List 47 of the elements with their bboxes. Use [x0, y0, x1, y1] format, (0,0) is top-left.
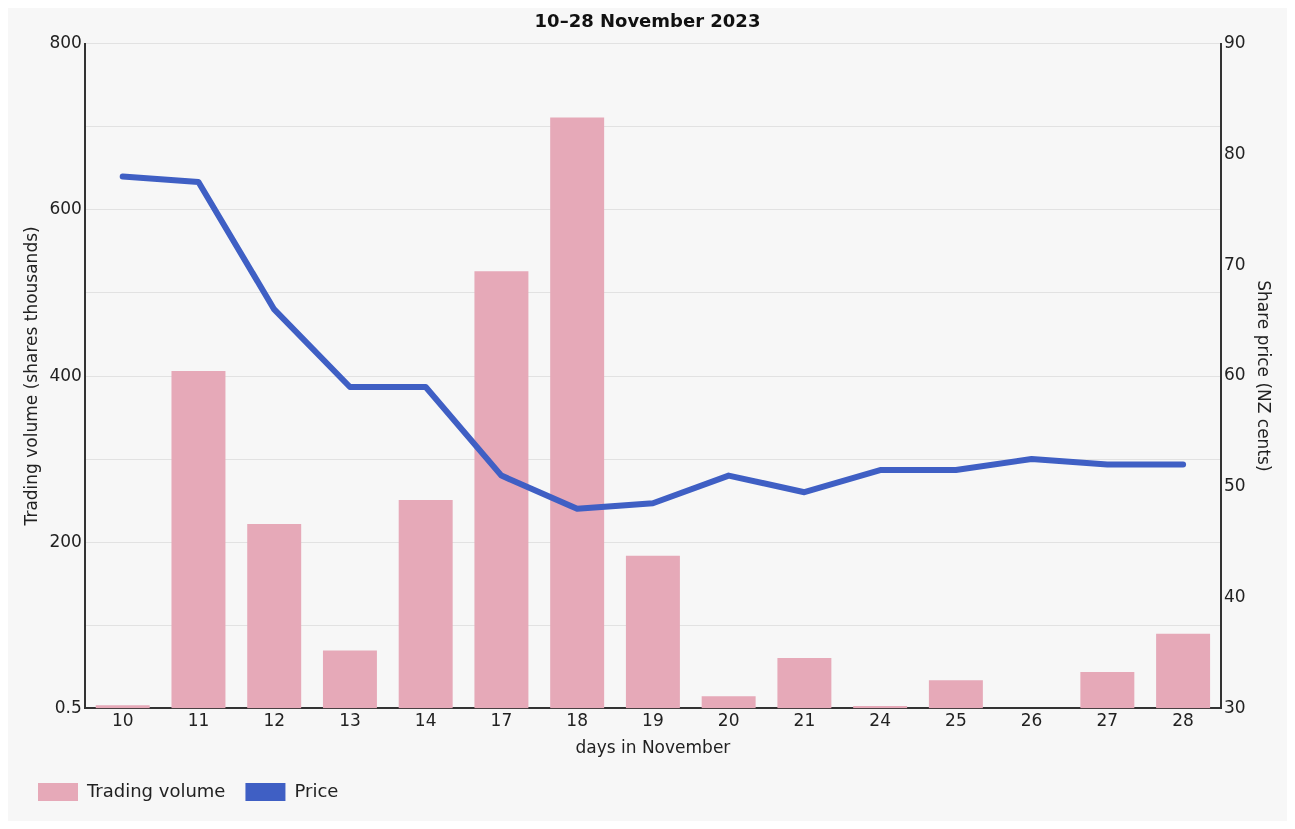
y2-tick-label: 90	[1223, 32, 1246, 53]
y-tick-label: 600	[49, 198, 82, 219]
bar	[474, 271, 529, 709]
bar	[1156, 633, 1211, 709]
bar	[247, 524, 302, 709]
bar	[928, 680, 983, 709]
y2-tick-label: 50	[1223, 475, 1246, 496]
y2-tick-label: 30	[1223, 696, 1246, 717]
x-tick-label: 19	[642, 709, 664, 730]
y-tick-label: 800	[49, 32, 82, 53]
bar	[95, 705, 150, 709]
y-axis-title: Trading volume (shares thousands)	[20, 226, 41, 527]
x-tick-label: 28	[1172, 709, 1194, 730]
bar	[701, 696, 756, 709]
x-tick-label: 14	[414, 709, 437, 730]
x-tick-label: 17	[490, 709, 513, 730]
y2-tick-label: 80	[1223, 142, 1246, 163]
y2-axis-title: Share price (NZ cents)	[1254, 280, 1275, 472]
legend-label: Price	[294, 779, 339, 801]
x-tick-label: 27	[1096, 709, 1119, 730]
x-tick-label: 20	[717, 709, 740, 730]
bar	[398, 499, 453, 709]
y2-tick-label: 40	[1223, 585, 1246, 606]
y2-tick-label: 70	[1223, 253, 1246, 274]
bar	[625, 555, 680, 709]
x-tick-label: 24	[869, 709, 891, 730]
y-tick-label: 200	[49, 530, 82, 551]
bar	[777, 657, 832, 709]
x-tick-label: 26	[1020, 709, 1043, 730]
y2-tick-label: 60	[1223, 364, 1246, 385]
bar	[322, 650, 377, 709]
bar	[171, 371, 226, 709]
chart-title: 10–28 November 2023	[534, 10, 761, 32]
legend-label: Trading volume	[86, 779, 226, 801]
x-axis-title: days in November	[575, 737, 731, 758]
x-tick-label: 21	[793, 709, 816, 730]
y-tick-label: 400	[49, 364, 82, 385]
bar	[1080, 672, 1135, 709]
x-tick-label: 10	[111, 709, 134, 730]
x-tick-label: 18	[566, 709, 588, 730]
x-tick-label: 11	[187, 709, 210, 730]
y-tick-label: 0.5	[54, 696, 82, 717]
bar	[853, 706, 908, 709]
bar	[550, 117, 605, 709]
x-tick-label: 13	[339, 709, 361, 730]
x-tick-label: 25	[945, 709, 967, 730]
x-tick-label: 12	[263, 709, 286, 730]
